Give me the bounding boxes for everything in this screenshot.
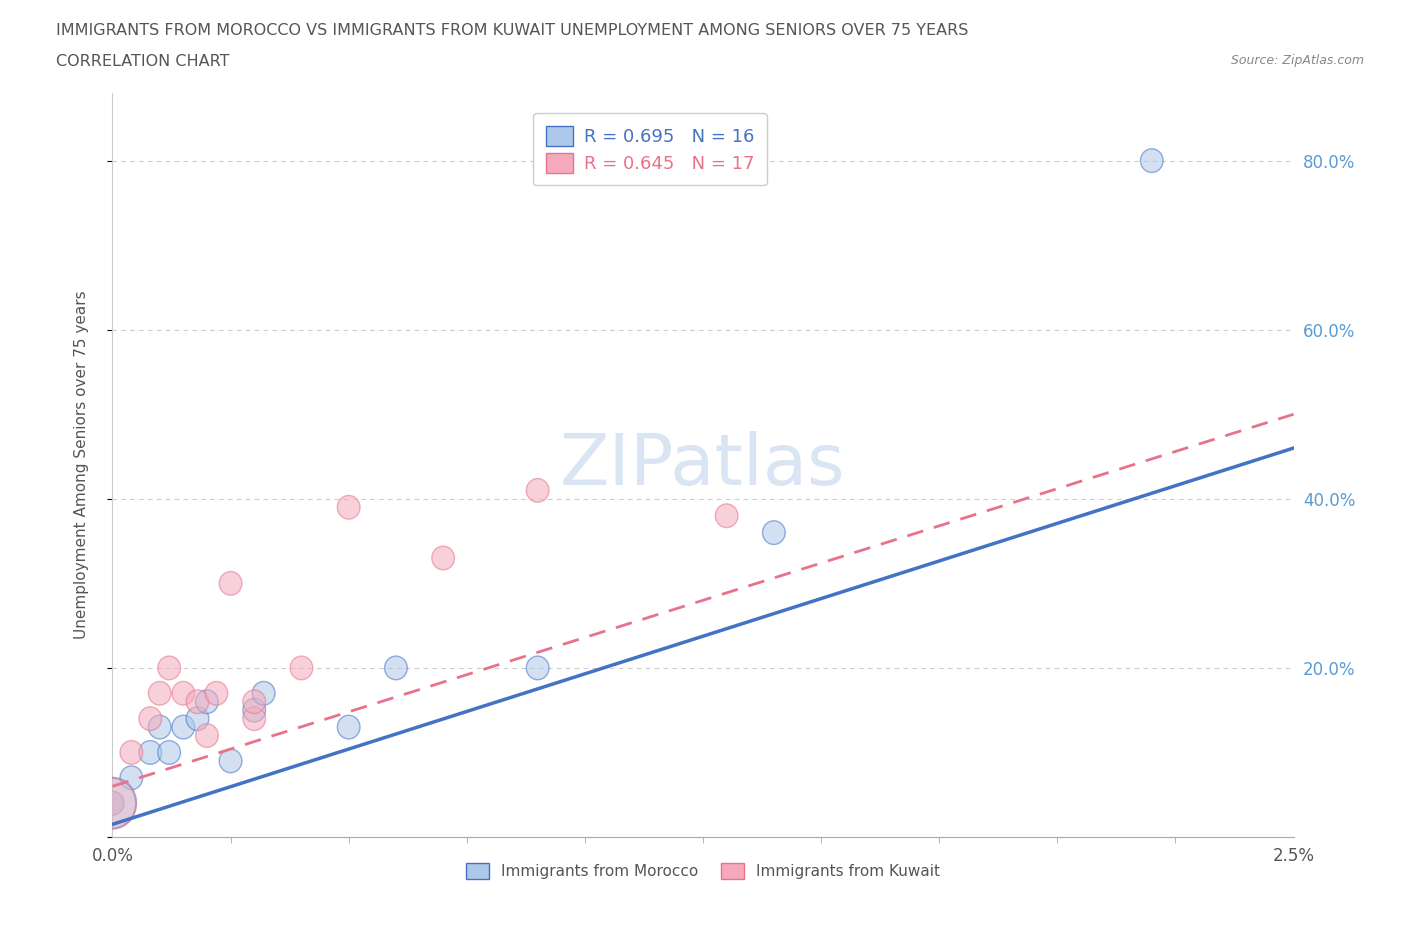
- Ellipse shape: [219, 749, 242, 773]
- Ellipse shape: [243, 690, 266, 713]
- Ellipse shape: [1140, 149, 1163, 172]
- Ellipse shape: [716, 504, 738, 527]
- Ellipse shape: [337, 715, 360, 739]
- Ellipse shape: [157, 740, 180, 764]
- Ellipse shape: [186, 690, 209, 713]
- Ellipse shape: [172, 715, 194, 739]
- Ellipse shape: [385, 656, 408, 680]
- Legend: Immigrants from Morocco, Immigrants from Kuwait: Immigrants from Morocco, Immigrants from…: [460, 857, 946, 885]
- Ellipse shape: [120, 766, 143, 790]
- Ellipse shape: [186, 707, 209, 730]
- Ellipse shape: [120, 740, 143, 764]
- Y-axis label: Unemployment Among Seniors over 75 years: Unemployment Among Seniors over 75 years: [75, 291, 89, 639]
- Ellipse shape: [526, 479, 548, 502]
- Ellipse shape: [195, 690, 218, 713]
- Ellipse shape: [243, 698, 266, 722]
- Text: Source: ZipAtlas.com: Source: ZipAtlas.com: [1230, 54, 1364, 67]
- Ellipse shape: [243, 707, 266, 730]
- Ellipse shape: [290, 656, 312, 680]
- Ellipse shape: [101, 791, 124, 815]
- Ellipse shape: [89, 777, 136, 829]
- Ellipse shape: [157, 656, 180, 680]
- Ellipse shape: [139, 707, 162, 730]
- Ellipse shape: [205, 682, 228, 705]
- Ellipse shape: [172, 682, 194, 705]
- Text: CORRELATION CHART: CORRELATION CHART: [56, 54, 229, 69]
- Ellipse shape: [149, 682, 172, 705]
- Ellipse shape: [762, 521, 785, 544]
- Ellipse shape: [526, 656, 548, 680]
- Ellipse shape: [149, 715, 172, 739]
- Text: ZIPatlas: ZIPatlas: [560, 431, 846, 499]
- Ellipse shape: [101, 791, 124, 815]
- Ellipse shape: [195, 724, 218, 748]
- Ellipse shape: [252, 682, 276, 705]
- Ellipse shape: [139, 740, 162, 764]
- Ellipse shape: [89, 777, 136, 829]
- Ellipse shape: [432, 546, 454, 570]
- Ellipse shape: [337, 496, 360, 519]
- Text: IMMIGRANTS FROM MOROCCO VS IMMIGRANTS FROM KUWAIT UNEMPLOYMENT AMONG SENIORS OVE: IMMIGRANTS FROM MOROCCO VS IMMIGRANTS FR…: [56, 23, 969, 38]
- Ellipse shape: [219, 572, 242, 595]
